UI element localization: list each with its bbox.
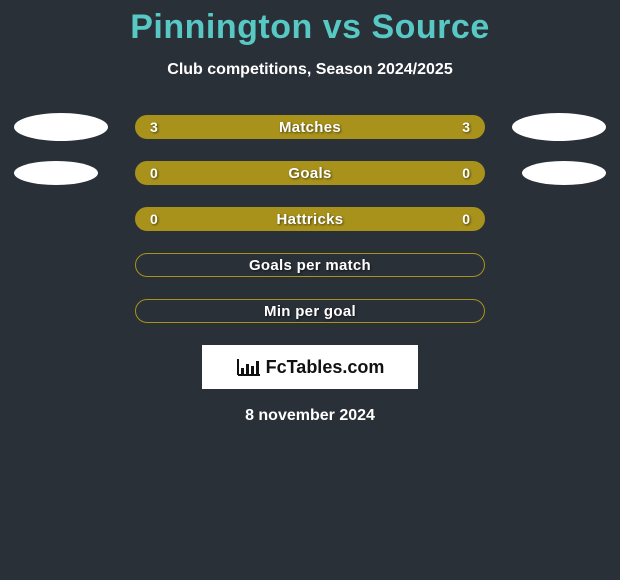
stat-row: 0 Hattricks 0 [0, 207, 620, 231]
comparison-infographic: Pinnington vs Source Club competitions, … [0, 0, 620, 580]
stat-value-right: 0 [462, 211, 470, 227]
stat-value-left: 3 [150, 119, 158, 135]
stat-row: 3 Matches 3 [0, 115, 620, 139]
stat-label: Matches [279, 119, 341, 136]
stat-label: Hattricks [277, 211, 344, 228]
source-logo-text: FcTables.com [266, 357, 385, 378]
stat-row: Goals per match [0, 253, 620, 277]
subtitle: Club competitions, Season 2024/2025 [167, 61, 452, 79]
team-left-badge [14, 161, 98, 185]
stat-value-left: 0 [150, 165, 158, 181]
stat-label: Goals per match [249, 257, 371, 274]
stat-label: Min per goal [264, 303, 356, 320]
stat-bar-goals-per-match: Goals per match [135, 253, 485, 277]
team-right-badge [522, 161, 606, 185]
team-right-badge [512, 113, 606, 141]
stat-bar-goals: 0 Goals 0 [135, 161, 485, 185]
stat-label: Goals [288, 165, 331, 182]
date-label: 8 november 2024 [245, 407, 375, 425]
source-logo: FcTables.com [202, 345, 418, 389]
stat-bar-hattricks: 0 Hattricks 0 [135, 207, 485, 231]
stat-value-right: 3 [462, 119, 470, 135]
stat-value-left: 0 [150, 211, 158, 227]
stat-row: Min per goal [0, 299, 620, 323]
stat-bar-matches: 3 Matches 3 [135, 115, 485, 139]
stat-rows: 3 Matches 3 0 Goals 0 0 Hattricks 0 [0, 115, 620, 323]
stat-bar-min-per-goal: Min per goal [135, 299, 485, 323]
team-left-badge [14, 113, 108, 141]
stat-value-right: 0 [462, 165, 470, 181]
stat-row: 0 Goals 0 [0, 161, 620, 185]
page-title: Pinnington vs Source [130, 8, 489, 47]
bar-chart-icon [236, 357, 262, 377]
